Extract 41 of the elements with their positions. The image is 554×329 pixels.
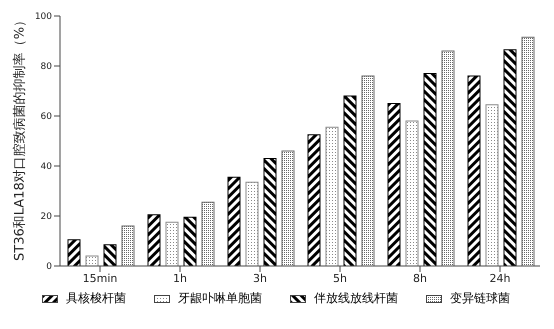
bar — [68, 239, 80, 266]
bar — [486, 104, 498, 266]
bar — [468, 76, 480, 266]
bar — [522, 36, 534, 266]
bar — [406, 120, 418, 266]
legend-label: 牙龈卟啉单胞菌 — [178, 290, 262, 307]
bar — [148, 214, 160, 266]
x-tick-label: 1h — [173, 272, 188, 285]
y-tick-label: 40 — [40, 162, 52, 172]
bar — [122, 226, 134, 266]
bar — [388, 103, 400, 266]
y-tick-label: 100 — [34, 12, 52, 22]
y-axis-title: ST36和LA18对口腔致病菌的抑制率（%） — [12, 14, 28, 261]
bar — [246, 182, 258, 266]
bar — [326, 126, 338, 266]
x-tick-label: 8h — [413, 272, 428, 285]
bar — [282, 150, 294, 266]
legend-label: 伴放线放线杆菌 — [314, 290, 398, 307]
legend-label: 变异链球菌 — [450, 290, 510, 307]
y-tick-label: 60 — [40, 112, 52, 122]
bar — [362, 76, 374, 266]
x-tick-label: 5h — [333, 272, 348, 285]
bar — [424, 73, 436, 266]
bar — [228, 176, 240, 266]
x-tick-label: 3h — [253, 272, 268, 285]
bar — [308, 134, 320, 266]
bar — [184, 216, 196, 266]
bar — [104, 244, 116, 266]
y-tick-label: 80 — [40, 62, 52, 72]
x-tick-label: 24h — [490, 272, 511, 285]
bar — [166, 222, 178, 266]
y-tick-label: 0 — [46, 262, 52, 272]
bar — [86, 256, 98, 266]
bar — [442, 50, 454, 266]
bar — [264, 158, 276, 266]
x-tick-label: 15min — [82, 272, 118, 285]
bar — [202, 202, 214, 266]
bar — [504, 49, 516, 266]
y-tick-label: 20 — [40, 212, 52, 222]
bar — [344, 96, 356, 266]
legend-label: 具核梭杆菌 — [66, 290, 126, 307]
